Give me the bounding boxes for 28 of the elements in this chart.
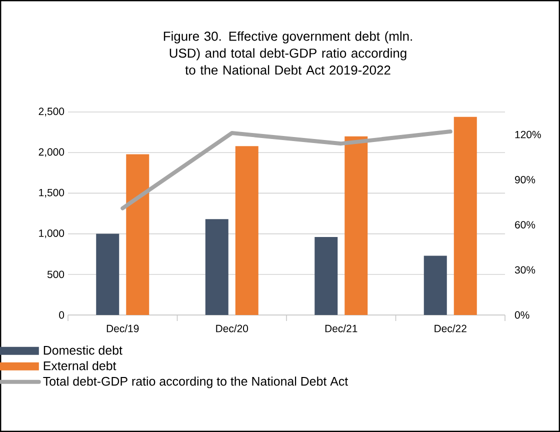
y-tick-label: 1,000 bbox=[39, 229, 64, 238]
legend-label: Total debt-GDP ratio according to the National Debt Act bbox=[43, 376, 348, 388]
bar bbox=[424, 256, 447, 315]
y-tick-label: 2,000 bbox=[38, 148, 64, 157]
y2-tick-label: 30% bbox=[514, 266, 536, 274]
y-tick-label: 0 bbox=[59, 311, 64, 319]
chart-title: Figure 30. Effective government debt (mln. USD) and total debt-GDP ratio according to the National Debt Act 2019-2022 bbox=[164, 31, 412, 75]
x-tick-label: Dec/20 bbox=[216, 324, 248, 332]
bar bbox=[126, 154, 150, 315]
bar bbox=[235, 146, 258, 315]
y2-tick-label: 0% bbox=[514, 311, 530, 319]
bar bbox=[205, 219, 228, 315]
bar bbox=[454, 116, 477, 315]
y2-tick-label: 90% bbox=[515, 176, 536, 184]
legend-label: External debt bbox=[44, 361, 116, 370]
y-tick-label: 1,500 bbox=[39, 188, 64, 198]
y-tick-label: 500 bbox=[47, 270, 64, 278]
legend-label: Domestic debt bbox=[44, 346, 122, 355]
bar bbox=[314, 237, 338, 315]
x-tick-label: Dec/22 bbox=[434, 324, 466, 332]
y-tick-label: 2,500 bbox=[38, 108, 64, 116]
y2-tick-label: 60% bbox=[515, 221, 536, 228]
line-series bbox=[120, 130, 452, 210]
bar bbox=[96, 234, 120, 315]
y2-tick-label: 120% bbox=[515, 130, 541, 138]
x-tick-label: Dec/19 bbox=[106, 324, 139, 332]
bar bbox=[344, 136, 368, 315]
x-tick-label: Dec/21 bbox=[325, 324, 358, 332]
